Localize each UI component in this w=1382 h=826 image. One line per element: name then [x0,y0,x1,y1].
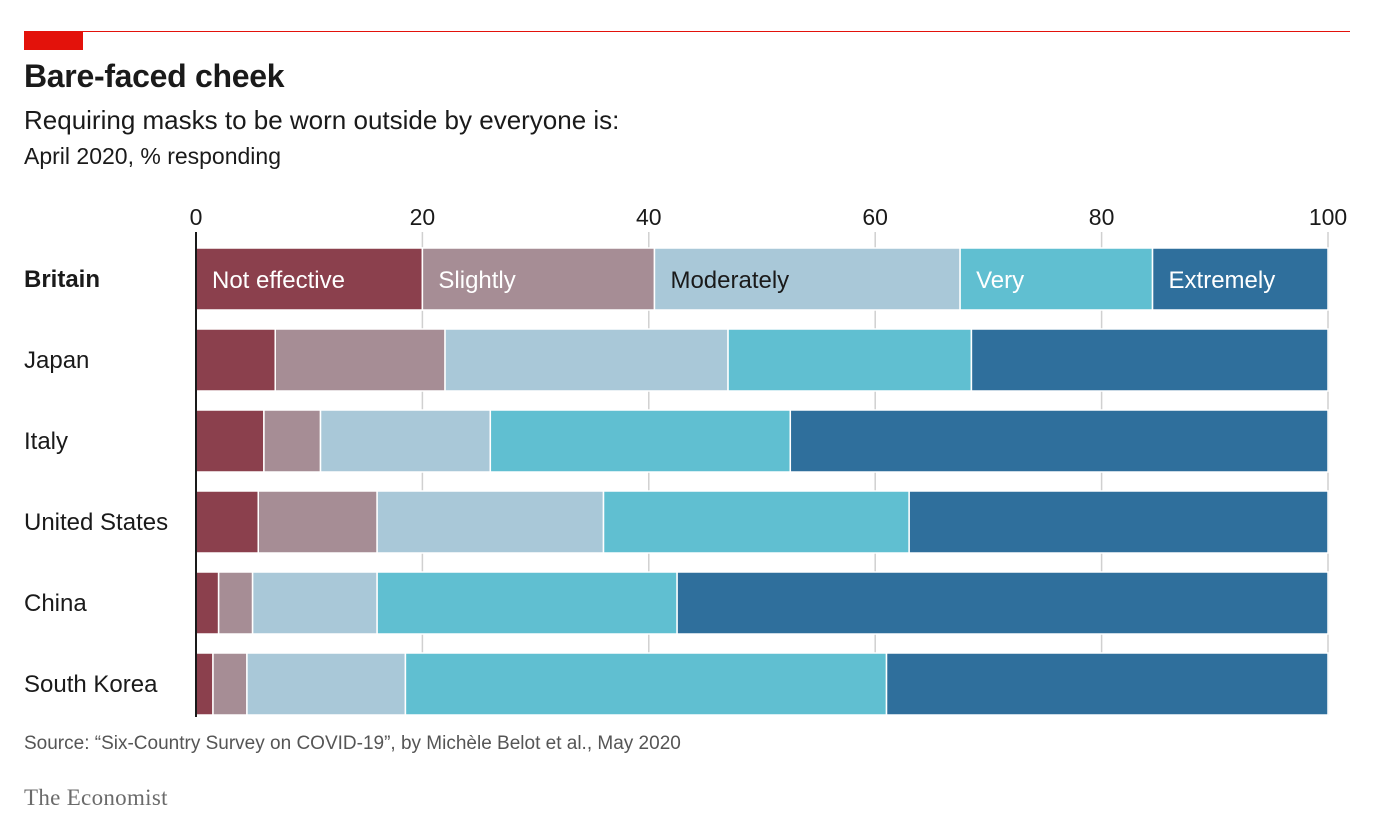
publisher-logo: The Economist [24,785,168,810]
bar-segment [602,490,910,554]
chart-subtitle: Requiring masks to be worn outside by ev… [24,105,620,135]
bar-segment [263,409,322,473]
category-label: Britain [24,266,100,293]
brand-tab [24,31,83,50]
bar-segment [376,490,605,554]
bar-segment [246,652,407,716]
series-label: Very [976,267,1024,294]
bar-segment [1151,247,1329,311]
bar-segment [195,247,424,311]
stacked-bar-chart: 0 20 40 60 80 100 Britain Not effective Slightly… [24,204,1347,717]
bar-segment [319,409,492,473]
bar-segment [274,328,446,392]
bar-segment [376,571,678,635]
series-label: Not effective [212,267,345,294]
bar-segment [212,652,248,716]
x-tick-label: 0 [190,204,203,230]
bar-segment [257,490,378,554]
bar-segment [908,490,1329,554]
bar-segment [195,328,276,392]
series-label: Moderately [670,267,789,294]
chart-title: Bare-faced cheek [24,58,285,94]
bar-segment [653,247,961,311]
x-tick-label: 60 [862,204,888,230]
bar-segment [676,571,1329,635]
bar-segment [217,571,254,635]
bar-segment [959,247,1154,311]
category-label: Japan [24,347,89,374]
category-label: South Korea [24,671,158,698]
source-note: Source: “Six-Country Survey on COVID-19”… [24,733,681,754]
bar-segment [489,409,792,473]
x-tick-label: 40 [636,204,662,230]
bar-segment [727,328,973,392]
bar-segment [421,247,656,311]
bar-segment [885,652,1329,716]
x-tick-label: 80 [1089,204,1115,230]
category-label: United States [24,509,168,536]
bar-segment [444,328,729,392]
category-label: China [24,590,87,617]
category-label: Italy [24,428,68,455]
bar-segment [970,328,1329,392]
bar-segment [789,409,1329,473]
bar-segment [251,571,378,635]
bar-segment [195,571,220,635]
header-rule [24,31,1350,32]
bar-segment [195,409,265,473]
x-tick-label: 20 [410,204,436,230]
series-label: Slightly [438,267,515,294]
chart-unit: April 2020, % responding [24,143,281,169]
bar-segment [404,652,888,716]
x-tick-label: 100 [1309,204,1347,230]
bar-segment [195,652,214,716]
series-label: Extremely [1169,267,1276,294]
bar-segment [195,490,260,554]
